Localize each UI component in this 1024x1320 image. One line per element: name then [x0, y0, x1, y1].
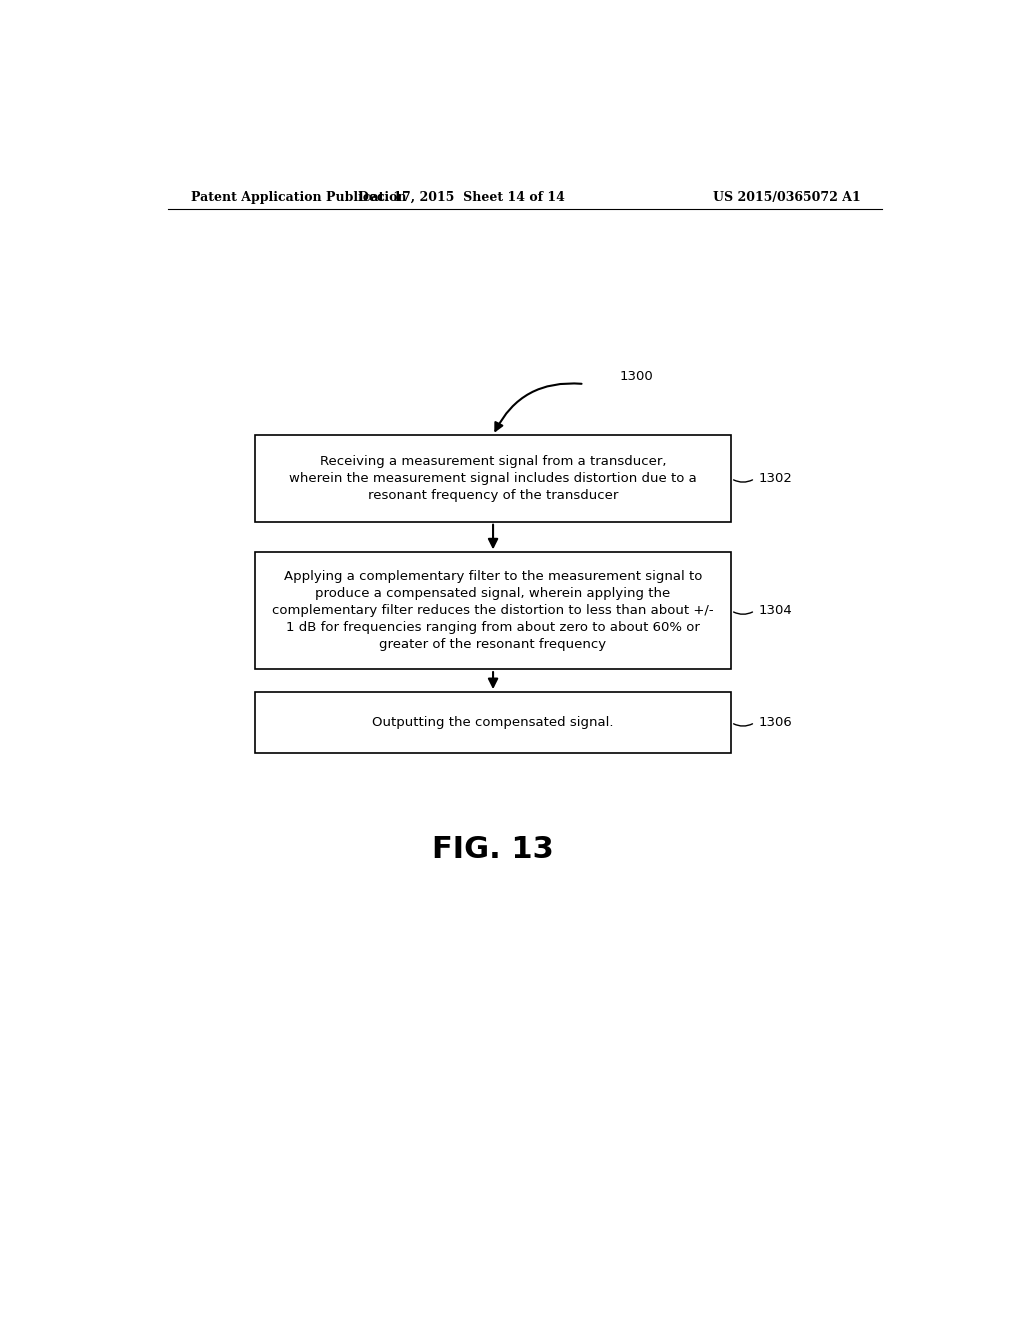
Text: 1306: 1306: [759, 715, 793, 729]
Text: FIG. 13: FIG. 13: [432, 836, 554, 865]
Text: Outputting the compensated signal.: Outputting the compensated signal.: [373, 715, 613, 729]
FancyBboxPatch shape: [255, 436, 731, 521]
Text: Receiving a measurement signal from a transducer,
wherein the measurement signal: Receiving a measurement signal from a tr…: [289, 455, 697, 502]
Text: 1304: 1304: [759, 605, 793, 618]
FancyBboxPatch shape: [255, 552, 731, 669]
Text: 1302: 1302: [759, 473, 793, 484]
Text: Applying a complementary filter to the measurement signal to
produce a compensat: Applying a complementary filter to the m…: [272, 570, 714, 651]
Text: 1300: 1300: [620, 371, 653, 383]
Text: US 2015/0365072 A1: US 2015/0365072 A1: [713, 190, 860, 203]
Text: Patent Application Publication: Patent Application Publication: [191, 190, 407, 203]
FancyBboxPatch shape: [255, 692, 731, 752]
Text: Dec. 17, 2015  Sheet 14 of 14: Dec. 17, 2015 Sheet 14 of 14: [357, 190, 565, 203]
